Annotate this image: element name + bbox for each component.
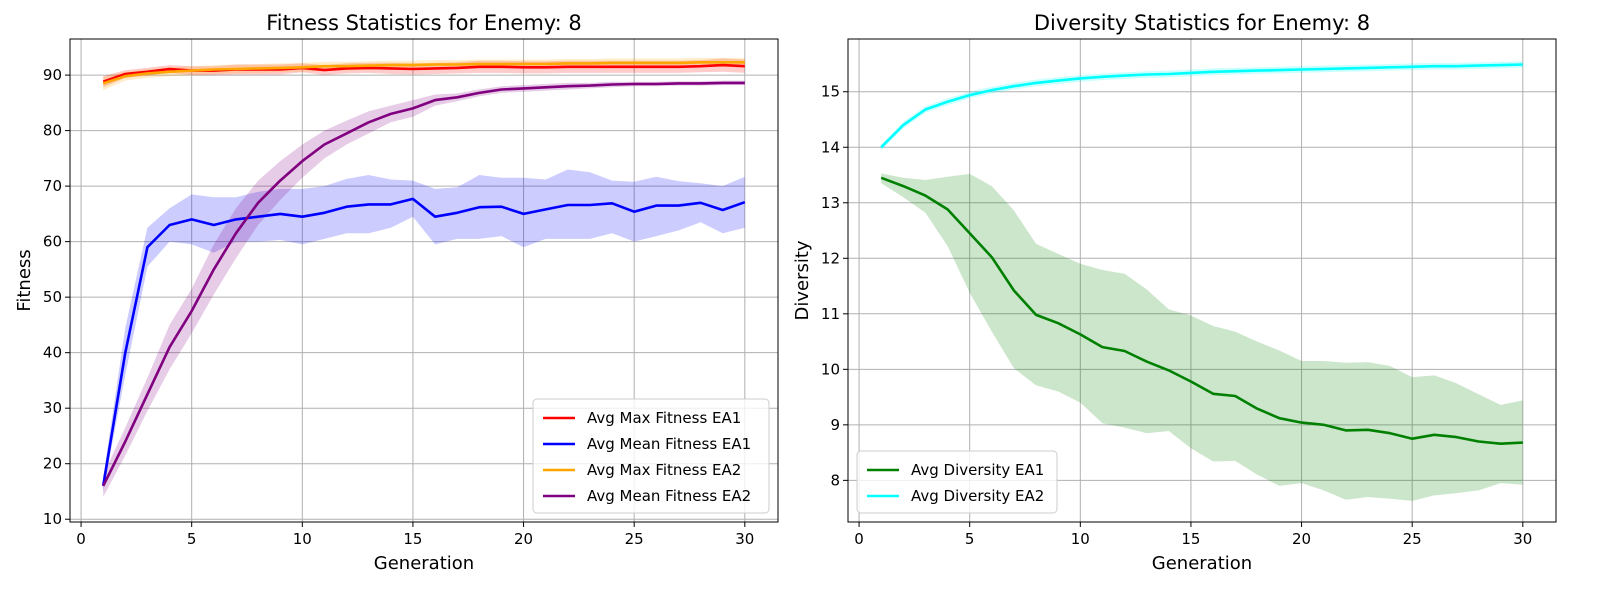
y-tick-label: 11 (821, 305, 840, 323)
x-tick-label: 0 (76, 530, 86, 548)
y-axis-label: Fitness (14, 249, 35, 311)
y-tick-label: 10 (821, 360, 840, 378)
x-tick-label: 15 (1181, 530, 1200, 548)
y-tick-label: 20 (43, 455, 62, 473)
series-line-2 (880, 63, 1523, 149)
plot-frame (847, 38, 1557, 523)
x-tick-label: 30 (1513, 530, 1532, 548)
chart-title: Diversity Statistics for Enemy: 8 (1034, 11, 1370, 35)
y-tick-label: 80 (43, 122, 62, 140)
x-tick-label: 0 (854, 530, 864, 548)
legend-box (532, 398, 770, 514)
legend: Avg Max Fitness EA1 Avg Mean Fitness EA1 A… (532, 398, 770, 514)
series-line-2 (101, 197, 746, 487)
band-1 (881, 173, 1523, 501)
y-tick-label: 9 (830, 416, 840, 434)
x-axis-label: Generation (1152, 553, 1252, 574)
y-tick-label: 30 (43, 399, 62, 417)
y-tick-label: 60 (43, 233, 62, 251)
y-tick-label: 14 (821, 138, 840, 156)
plot-frame (69, 38, 779, 523)
x-tick-label: 10 (293, 530, 312, 548)
y-tick-label: 70 (43, 177, 62, 195)
legend: Avg Diversity EA1 Avg Diversity EA2 (856, 450, 1058, 514)
series-line-4 (102, 81, 745, 487)
y-tick-label: 8 (830, 471, 840, 489)
legend-label: Avg Max Fitness EA1 (587, 409, 741, 427)
band-4 (103, 80, 745, 497)
series-line-1 (880, 176, 1523, 446)
band-2 (103, 169, 745, 492)
legend-label: Avg Max Fitness EA2 (587, 461, 741, 479)
legend-label: Avg Mean Fitness EA1 (587, 435, 751, 453)
legend-label: Avg Diversity EA2 (911, 487, 1044, 505)
x-tick-label: 25 (625, 530, 644, 548)
band-2 (881, 61, 1523, 151)
x-tick-label: 10 (1071, 530, 1090, 548)
plot-area (101, 57, 746, 497)
x-tick-label: 20 (514, 530, 533, 548)
plot-area (880, 61, 1523, 501)
legend-label: Avg Diversity EA1 (911, 461, 1044, 479)
y-tick-label: 40 (43, 344, 62, 362)
legend-label: Avg Mean Fitness EA2 (587, 487, 751, 505)
y-tick-label: 12 (821, 249, 840, 267)
x-tick-label: 5 (965, 530, 975, 548)
y-tick-label: 50 (43, 288, 62, 306)
chart-title: Fitness Statistics for Enemy: 8 (266, 11, 582, 35)
y-tick-label: 90 (43, 66, 62, 84)
x-tick-label: 5 (187, 530, 197, 548)
legend-box (856, 450, 1058, 514)
chart-1: 0 5 10 15 20 25 30 10 20 30 40 50 60 70 80 90 Fitness St… (14, 11, 779, 574)
x-tick-label: 15 (403, 530, 422, 548)
chart-2: 0 5 10 15 20 25 30 8 9 10 11 12 13 14 15 Diversity Stat… (792, 11, 1557, 574)
x-tick-label: 25 (1403, 530, 1422, 548)
y-axis-label: Diversity (792, 240, 813, 320)
y-tick-label: 15 (821, 83, 840, 101)
x-tick-label: 30 (735, 530, 754, 548)
x-tick-label: 20 (1292, 530, 1311, 548)
x-axis-label: Generation (374, 553, 474, 574)
y-tick-label: 13 (821, 194, 840, 212)
y-tick-label: 10 (43, 510, 62, 528)
series-line-3 (102, 60, 745, 85)
